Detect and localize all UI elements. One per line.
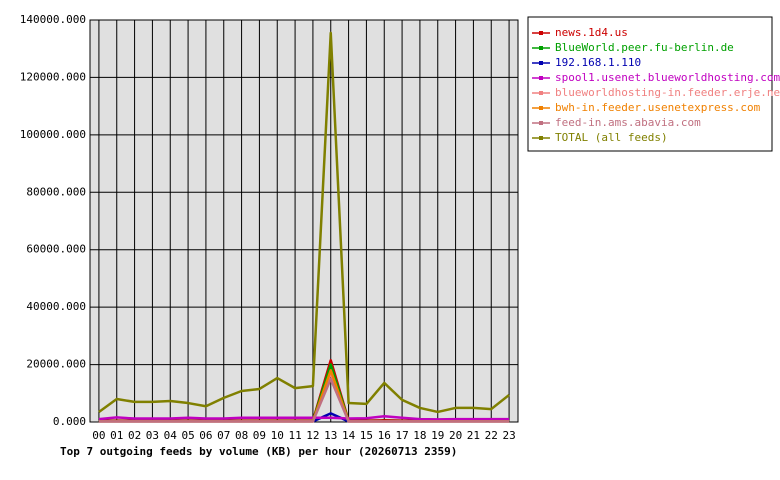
x-tick-label: 01 bbox=[110, 429, 123, 442]
y-tick-label: 120000.000 bbox=[20, 70, 86, 83]
x-tick-label: 00 bbox=[92, 429, 105, 442]
y-tick-label: 80000.000 bbox=[26, 185, 86, 198]
legend-label: bwh-in.feeder.usenetexpress.com bbox=[555, 101, 761, 114]
series-line bbox=[98, 415, 510, 421]
series-line bbox=[98, 377, 510, 423]
x-tick-label: 17 bbox=[395, 429, 408, 442]
legend-label: blueworldhosting-in.feeder.erje.net bbox=[555, 86, 780, 99]
x-tick-label: 19 bbox=[431, 429, 444, 442]
legend-label: BlueWorld.peer.fu-berlin.de bbox=[555, 41, 734, 54]
y-tick-label: 20000.000 bbox=[26, 358, 86, 371]
y-tick-label: 40000.000 bbox=[26, 300, 86, 313]
x-tick-label: 20 bbox=[449, 429, 462, 442]
legend-marker bbox=[539, 136, 543, 140]
x-tick-label: 21 bbox=[467, 429, 480, 442]
plot-area bbox=[89, 19, 519, 423]
x-tick-label: 14 bbox=[342, 429, 356, 442]
y-tick-label: 100000.000 bbox=[20, 128, 86, 141]
legend-label: feed-in.ams.abavia.com bbox=[555, 116, 701, 129]
x-tick-label: 23 bbox=[502, 429, 515, 442]
legend-label: news.1d4.us bbox=[555, 26, 628, 39]
x-tick-label: 11 bbox=[288, 429, 301, 442]
x-tick-label: 07 bbox=[217, 429, 230, 442]
x-tick-label: 03 bbox=[146, 429, 159, 442]
legend-marker bbox=[539, 46, 543, 50]
y-tick-label: 140000.000 bbox=[20, 13, 86, 26]
x-tick-label: 12 bbox=[306, 429, 319, 442]
series-line bbox=[98, 31, 510, 414]
legend-marker bbox=[539, 76, 543, 80]
x-tick-label: 05 bbox=[181, 429, 194, 442]
y-tick-label: 60000.000 bbox=[26, 243, 86, 256]
x-tick-label: 16 bbox=[378, 429, 391, 442]
x-tick-label: 10 bbox=[271, 429, 284, 442]
x-tick-label: 18 bbox=[413, 429, 426, 442]
x-tick-label: 02 bbox=[128, 429, 141, 442]
legend-box bbox=[527, 16, 773, 152]
chart-title: Top 7 outgoing feeds by volume (KB) per … bbox=[60, 445, 457, 458]
legend-label: spool1.usenet.blueworldhosting.com bbox=[555, 71, 780, 84]
x-tick-label: 08 bbox=[235, 429, 248, 442]
legend-marker bbox=[539, 31, 543, 35]
legend-label: TOTAL (all feeds) bbox=[555, 131, 668, 144]
x-tick-label: 13 bbox=[324, 429, 337, 442]
x-tick-label: 22 bbox=[485, 429, 498, 442]
legend-marker bbox=[539, 61, 543, 65]
x-tick-label: 09 bbox=[253, 429, 266, 442]
legend-marker bbox=[539, 91, 543, 95]
x-tick-label: 06 bbox=[199, 429, 212, 442]
y-tick-label: 0.000 bbox=[53, 415, 86, 428]
legend-marker bbox=[539, 106, 543, 110]
legend-marker bbox=[539, 121, 543, 125]
legend-label: 192.168.1.110 bbox=[555, 56, 641, 69]
x-tick-label: 04 bbox=[164, 429, 178, 442]
x-tick-label: 15 bbox=[360, 429, 373, 442]
